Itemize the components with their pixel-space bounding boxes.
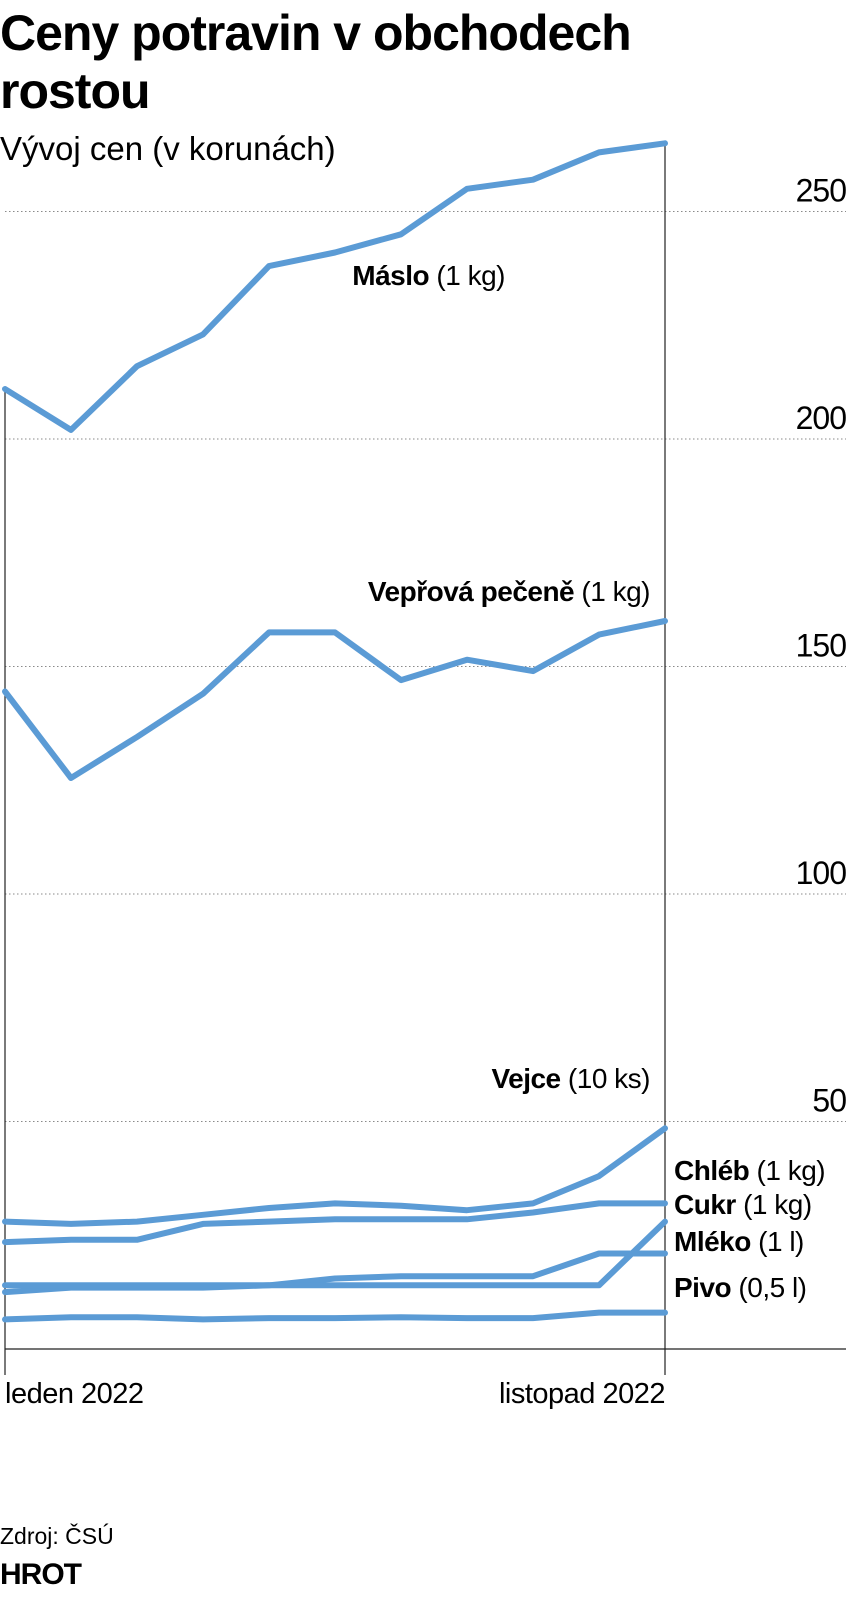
y-axis-ticks: 50 100 150 200 250 xyxy=(796,173,848,1119)
series-label: Chléb (1 kg) xyxy=(674,1155,825,1186)
chart-subtitle: Vývoj cen (v korunách) xyxy=(0,130,336,167)
chart-title-line-2: rostou xyxy=(0,63,150,119)
x-axis-ticks: leden 2022 listopad 2022 xyxy=(5,1378,666,1410)
y-tick-label: 200 xyxy=(796,400,847,436)
y-tick-label: 250 xyxy=(796,173,847,209)
series-label: Máslo (1 kg) xyxy=(352,260,505,291)
series-label: Mléko (1 l) xyxy=(674,1226,804,1257)
chart-title-line-1: Ceny potravin v obchodech xyxy=(0,5,631,61)
series-line xyxy=(2,1218,668,1289)
series-line xyxy=(2,1309,668,1323)
brand-logo: HROT xyxy=(0,1558,82,1591)
y-tick-label: 50 xyxy=(812,1083,846,1119)
x-tick-label: listopad 2022 xyxy=(499,1378,665,1410)
series-line xyxy=(2,618,668,781)
series-line xyxy=(2,1125,668,1227)
y-tick-label: 150 xyxy=(796,628,847,664)
series-line xyxy=(2,1200,668,1246)
series-label: Vejce (10 ks) xyxy=(492,1063,651,1094)
source-note: Zdroj: ČSÚ xyxy=(0,1522,114,1549)
axes xyxy=(4,143,846,1375)
y-tick-label: 100 xyxy=(796,855,847,891)
x-tick-label: leden 2022 xyxy=(5,1378,144,1410)
series-label: Pivo (0,5 l) xyxy=(674,1272,807,1303)
grid xyxy=(5,211,846,1122)
series-label: Cukr (1 kg) xyxy=(674,1189,812,1220)
series-lines xyxy=(2,140,668,1323)
series-label: Vepřová pečeně (1 kg) xyxy=(368,576,650,607)
series-labels: Máslo (1 kg) Vepřová pečeně (1 kg) Vejce (… xyxy=(352,260,825,1303)
series-line xyxy=(2,140,668,433)
